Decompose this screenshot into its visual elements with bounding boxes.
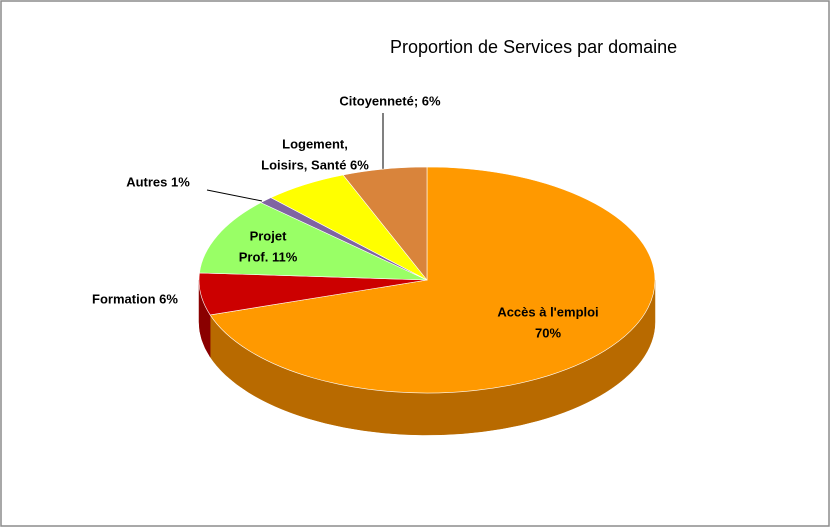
data-label: 70% xyxy=(535,325,561,340)
pie-slice xyxy=(199,202,428,281)
chart-title: Proportion de Services par domaine xyxy=(390,37,677,57)
data-label: Autres 1% xyxy=(126,174,190,189)
data-label: Accès à l'emploi xyxy=(497,304,598,319)
pie-slice xyxy=(342,166,428,281)
leader-line xyxy=(206,189,263,202)
data-label: Citoyenneté; 6% xyxy=(339,93,441,108)
data-label: Loisirs, Santé 6% xyxy=(261,157,369,172)
pie-slice xyxy=(209,166,656,394)
data-label: Projet xyxy=(250,228,288,243)
data-label: Formation 6% xyxy=(92,291,178,306)
data-label: Prof. 11% xyxy=(239,249,298,264)
data-label: Logement, xyxy=(282,136,348,151)
